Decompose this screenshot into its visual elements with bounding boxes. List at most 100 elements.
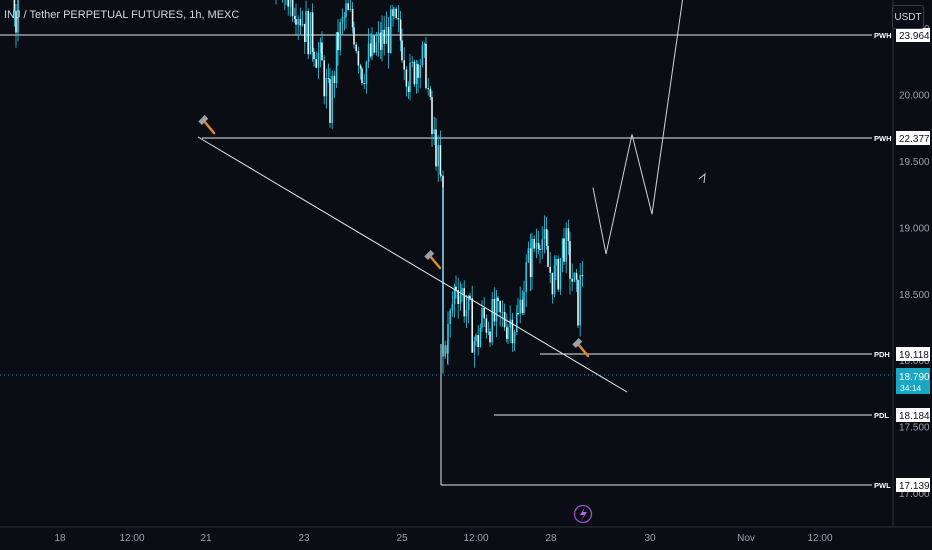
candle-body xyxy=(405,69,408,87)
level-label: PDL xyxy=(874,411,889,420)
candle xyxy=(309,12,312,55)
candle-body xyxy=(370,43,372,57)
hammer-handle xyxy=(428,254,442,270)
candle xyxy=(325,68,328,109)
candle-body xyxy=(347,3,349,10)
candle xyxy=(355,41,357,54)
candle xyxy=(287,0,289,16)
candle xyxy=(371,27,373,61)
candle-body xyxy=(535,242,538,249)
hammer-head xyxy=(424,250,435,260)
candle xyxy=(455,275,457,299)
candle-body xyxy=(339,22,341,51)
candle-body xyxy=(555,258,557,266)
price-tags: 23.964 22.377 19.118 18.184 17.139 18.79034:1… xyxy=(896,28,930,492)
candle xyxy=(487,321,490,335)
candle xyxy=(581,261,584,287)
candle xyxy=(551,272,554,304)
candle-body xyxy=(321,42,323,61)
candle-body xyxy=(543,229,546,240)
candle-body xyxy=(459,294,462,305)
candle xyxy=(557,255,559,292)
candle-body xyxy=(533,238,535,249)
level-price-value: 19.118 xyxy=(899,350,929,361)
candle-body xyxy=(495,297,498,322)
candle xyxy=(555,255,557,281)
candle-body xyxy=(545,229,548,247)
candle xyxy=(493,287,496,326)
candle xyxy=(343,12,346,31)
candle xyxy=(385,11,388,44)
candle-body xyxy=(575,272,578,280)
candle-body xyxy=(361,68,363,84)
candle-body xyxy=(447,323,449,354)
symbol-title: INJ / Tether PERPETUAL FUTURES, 1h, MEXC xyxy=(4,9,240,21)
candle-body xyxy=(561,238,564,259)
candle-body xyxy=(507,327,509,339)
candle-body xyxy=(401,40,403,61)
candle-body xyxy=(521,299,524,314)
level-price-value: 23.964 xyxy=(899,31,930,42)
candle xyxy=(479,323,482,348)
candle xyxy=(545,216,548,250)
candle xyxy=(571,263,573,291)
candle-body xyxy=(551,272,554,295)
hammer-head xyxy=(198,115,209,125)
candle xyxy=(495,290,498,338)
candle xyxy=(327,63,330,83)
candle xyxy=(506,313,508,343)
candle xyxy=(521,290,524,316)
candle-body xyxy=(407,86,410,93)
candle xyxy=(439,130,442,178)
candle-body xyxy=(291,0,294,17)
candle xyxy=(509,305,511,343)
candle xyxy=(375,32,378,56)
candle-body xyxy=(333,75,336,83)
candle-body xyxy=(437,145,439,167)
candle xyxy=(489,328,491,347)
candle xyxy=(301,10,304,27)
candle-body xyxy=(341,17,344,23)
candle xyxy=(537,230,540,255)
candle xyxy=(541,226,543,259)
candle-body xyxy=(337,32,339,51)
candle xyxy=(513,329,516,351)
candle xyxy=(317,41,320,79)
candle-body xyxy=(385,27,388,44)
candle-body xyxy=(501,312,504,314)
candle xyxy=(367,28,370,69)
candle xyxy=(511,313,514,352)
candle xyxy=(547,230,549,268)
projection-path xyxy=(592,0,684,255)
candle-body xyxy=(427,88,429,90)
candle-body xyxy=(557,258,559,290)
level-price-tag xyxy=(896,478,930,492)
candle xyxy=(477,325,479,356)
level-label: PWL xyxy=(874,481,891,490)
currency-button[interactable]: USDT xyxy=(892,5,924,29)
candle-body xyxy=(343,16,346,18)
candle-body xyxy=(516,313,518,332)
bar-countdown: 34:14 xyxy=(900,383,922,393)
candle xyxy=(559,257,562,295)
candle xyxy=(531,232,533,290)
candle xyxy=(291,0,294,23)
level-price-tag xyxy=(896,408,930,422)
candle xyxy=(417,60,419,93)
candle-body xyxy=(487,331,490,333)
lightning-icon[interactable] xyxy=(573,504,593,524)
candle xyxy=(435,117,437,171)
candle xyxy=(387,16,390,69)
x-tick-label: 12:00 xyxy=(807,533,832,544)
candle-body xyxy=(549,266,551,273)
candle-body xyxy=(440,174,442,176)
candle-body xyxy=(577,279,579,326)
level-price-tag xyxy=(896,347,930,361)
x-tick-label: 25 xyxy=(396,533,408,544)
candle xyxy=(553,255,556,298)
candle xyxy=(284,0,286,11)
candle xyxy=(423,42,426,58)
hammer-icon xyxy=(424,250,442,270)
x-tick-label: 30 xyxy=(644,533,656,544)
y-tick-label: 19.000 xyxy=(899,223,930,234)
